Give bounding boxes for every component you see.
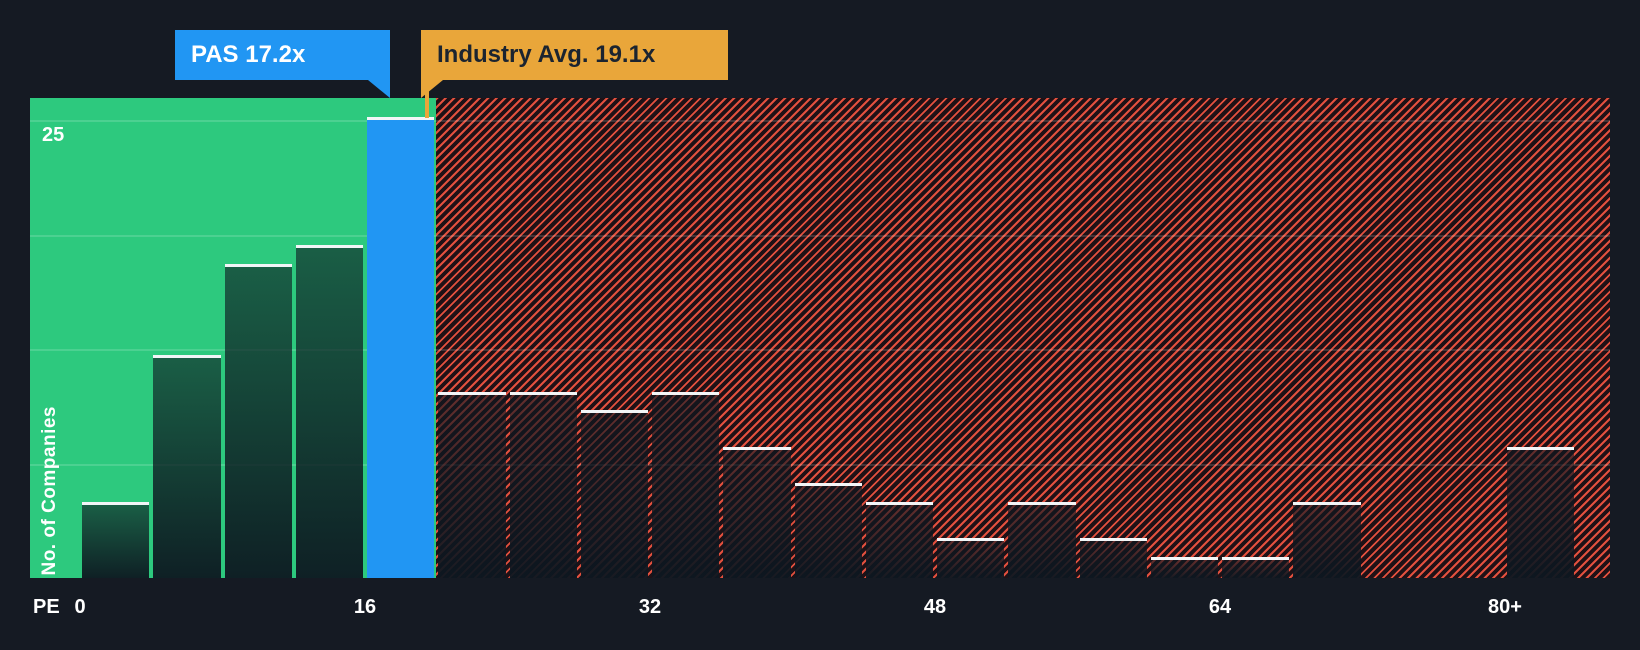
y-axis-title: No. of Companies [39, 406, 60, 576]
industry-avg-marker-line [425, 80, 429, 118]
histogram-bar-pe-48[interactable] [937, 538, 1005, 578]
histogram-bar-pe-32[interactable] [652, 392, 720, 578]
company-pe-bar[interactable] [367, 117, 435, 578]
histogram-bar-pe-60[interactable] [1150, 557, 1218, 578]
x-tick-48: 48 [923, 596, 947, 618]
bars-layer [30, 98, 1610, 578]
histogram-bar-pe-8[interactable] [224, 264, 292, 578]
industry-avg-tooltip-label: Industry Avg. 19.1x [437, 41, 656, 68]
company-pe-tooltip-label: PAS 17.2x [191, 41, 306, 68]
gridline [30, 120, 1610, 122]
histogram-bar-pe-44[interactable] [865, 502, 933, 578]
histogram-bar-pe-4[interactable] [153, 355, 221, 578]
histogram-bar-pe-28[interactable] [580, 410, 648, 578]
x-tick-16: 16 [353, 596, 377, 618]
histogram-bar-pe-0[interactable] [82, 502, 150, 578]
company-tooltip-pointer-icon [368, 80, 390, 98]
gridline [30, 349, 1610, 351]
histogram-bar-pe-64[interactable] [1222, 557, 1290, 578]
histogram-bar-pe-24[interactable] [509, 392, 577, 578]
gridline [30, 235, 1610, 237]
histogram-bar-pe-36[interactable] [723, 447, 791, 578]
histogram-bar-pe-40[interactable] [794, 483, 862, 578]
industry-avg-tooltip: Industry Avg. 19.1x [421, 30, 728, 118]
x-tick-80+: 80+ [1488, 596, 1522, 618]
histogram-bar-pe-52[interactable] [1008, 502, 1076, 578]
histogram-bar-pe-12[interactable] [295, 245, 363, 578]
histogram-bar-pe-80[interactable] [1507, 447, 1575, 578]
histogram-bar-pe-20[interactable] [438, 392, 506, 578]
histogram-bar-pe-56[interactable] [1079, 538, 1147, 578]
x-axis-label: PE [33, 596, 60, 618]
plot-area: 25 No. of Companies [30, 98, 1610, 578]
red-hatched-zone [436, 98, 1610, 578]
x-tick-64: 64 [1208, 596, 1232, 618]
gridline [30, 464, 1610, 466]
company-pe-tooltip: PAS 17.2x [175, 30, 390, 98]
x-tick-0: 0 [74, 596, 86, 618]
x-tick-32: 32 [638, 596, 662, 618]
gridlines-layer [30, 98, 1610, 578]
x-axis: PE 0 16 32 48 64 80+ [0, 596, 1640, 626]
y-max-label: 25 [42, 124, 65, 146]
histogram-bar-pe-68[interactable] [1293, 502, 1361, 578]
